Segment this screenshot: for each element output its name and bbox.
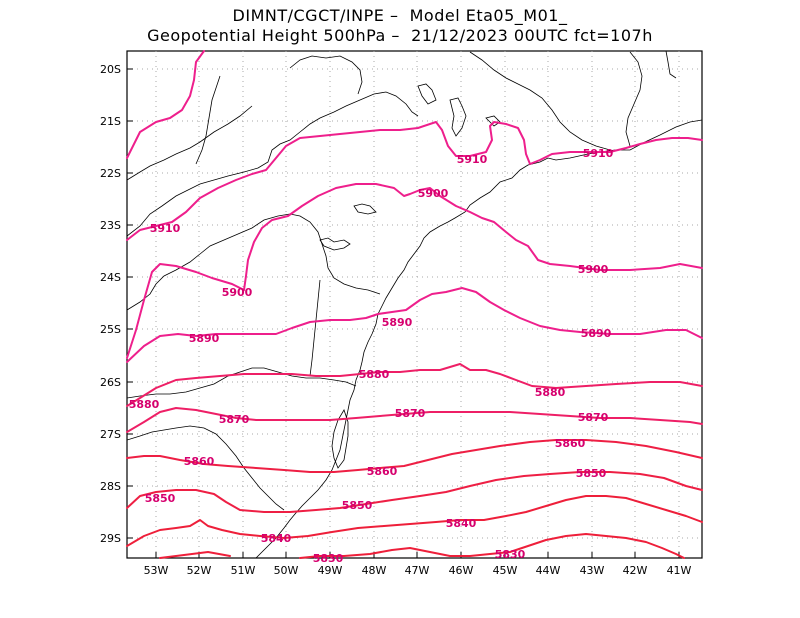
state-border — [309, 279, 321, 377]
contour-5840 — [126, 495, 703, 547]
contour-label: 5910 — [583, 147, 614, 160]
lon-label: 46W — [449, 564, 474, 577]
contour-label: 5910 — [150, 222, 181, 235]
state-border — [126, 367, 357, 399]
lon-label: 41W — [667, 564, 692, 577]
lat-label: 23S — [100, 219, 121, 232]
contour-label: 5870 — [219, 413, 250, 426]
contour-label: 5870 — [578, 411, 609, 424]
contour-label: 5890 — [382, 316, 413, 329]
contour-label: 5850 — [576, 467, 607, 480]
contour-label: 5830 — [495, 548, 526, 561]
lon-label: 45W — [493, 564, 518, 577]
contour-label: 5890 — [581, 327, 612, 340]
contour-5870 — [126, 407, 703, 433]
contour-label: 5900 — [222, 286, 253, 299]
contour-label: 5840 — [261, 532, 292, 545]
lake — [353, 203, 377, 215]
contour-5850 — [126, 471, 703, 513]
lat-label: 29S — [100, 532, 121, 545]
contour-label: 5850 — [145, 492, 176, 505]
lon-label: 42W — [623, 564, 648, 577]
contour-label: 5880 — [535, 386, 566, 399]
lon-label: 48W — [362, 564, 387, 577]
contour-5910-west-top — [126, 50, 205, 159]
lat-label: 21S — [100, 115, 121, 128]
lat-label: 22S — [100, 167, 121, 180]
state-border — [126, 91, 419, 237]
contour-label: 5850 — [342, 499, 373, 512]
state-border — [665, 50, 677, 79]
lon-label: 44W — [536, 564, 561, 577]
contour-labels: 5910 5910 5910 5900 5900 5900 5890 5890 … — [129, 147, 614, 565]
contour-label: 5830 — [313, 552, 344, 565]
lon-label: 43W — [580, 564, 605, 577]
state-border — [469, 51, 611, 151]
lake — [417, 83, 437, 105]
state-border — [195, 75, 221, 165]
map-title-line1: DIMNT/CGCT/INPE – Model Eta05_M01_ — [232, 6, 568, 25]
geopotential-contours — [126, 50, 703, 559]
contour-label: 5900 — [578, 263, 609, 276]
contour-5910-mid — [126, 121, 703, 241]
state-border — [126, 425, 285, 511]
contour-5860 — [126, 439, 703, 473]
lat-label: 24S — [100, 271, 121, 284]
lon-label: 49W — [318, 564, 343, 577]
lat-label: 26S — [100, 376, 121, 389]
plot-frame — [126, 50, 703, 559]
graticule — [127, 51, 702, 558]
contour-label: 5890 — [189, 332, 220, 345]
lake — [319, 237, 351, 251]
lat-label: 25S — [100, 323, 121, 336]
lat-label: 27S — [100, 428, 121, 441]
state-border — [126, 105, 253, 181]
contour-label: 5880 — [359, 368, 390, 381]
contour-label: 5860 — [367, 465, 398, 478]
state-border — [126, 213, 381, 311]
longitude-labels: 53W 52W 51W 50W 49W 48W 47W 46W 45W 44W … — [144, 564, 692, 577]
contour-label: 5860 — [555, 437, 586, 450]
contour-label: 5880 — [129, 398, 160, 411]
lon-label: 50W — [274, 564, 299, 577]
contour-5890 — [126, 287, 703, 363]
lon-label: 51W — [231, 564, 256, 577]
contour-label: 5900 — [418, 187, 449, 200]
lat-label: 28S — [100, 480, 121, 493]
lon-label: 47W — [405, 564, 430, 577]
coastline — [255, 119, 703, 559]
contour-5880 — [126, 363, 703, 407]
axis-ticks — [127, 68, 680, 558]
contour-label: 5860 — [184, 455, 215, 468]
state-border — [625, 51, 643, 147]
lon-label: 53W — [144, 564, 169, 577]
contour-5830 — [159, 533, 685, 559]
latitude-labels: 20S 21S 22S 23S 24S 25S 26S 27S 28S 29S — [100, 63, 121, 545]
contour-5900 — [126, 183, 703, 359]
lon-label: 52W — [187, 564, 212, 577]
contour-label: 5910 — [457, 153, 488, 166]
contour-label: 5840 — [446, 517, 477, 530]
contour-label: 5870 — [395, 407, 426, 420]
lagoon — [331, 409, 349, 469]
lat-label: 20S — [100, 63, 121, 76]
lake — [449, 97, 467, 137]
state-border — [289, 55, 363, 95]
map-title-line2: Geopotential Height 500hPa – 21/12/2023 … — [147, 26, 653, 45]
